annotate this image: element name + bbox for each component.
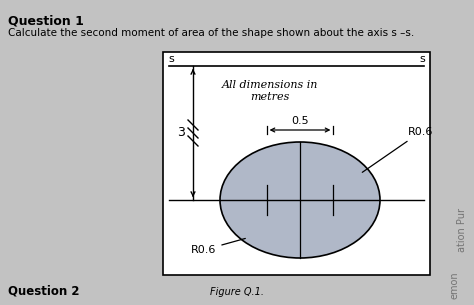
Text: Calculate the second moment of area of the shape shown about the axis s –s.: Calculate the second moment of area of t… — [8, 28, 414, 38]
Ellipse shape — [220, 142, 380, 258]
Text: R0.6: R0.6 — [191, 239, 246, 255]
Text: ation Pur: ation Pur — [457, 208, 467, 252]
Text: s: s — [168, 54, 174, 64]
Text: s: s — [419, 54, 425, 64]
Text: R0.6: R0.6 — [362, 127, 433, 172]
Bar — [163, 52, 430, 275]
Text: All dimensions in
metres: All dimensions in metres — [222, 80, 318, 102]
Text: Question 2: Question 2 — [8, 285, 80, 298]
Text: emon: emon — [450, 271, 460, 299]
Text: 3: 3 — [177, 127, 185, 139]
Text: Figure Q.1.: Figure Q.1. — [210, 287, 264, 297]
Text: Question 1: Question 1 — [8, 14, 84, 27]
Text: 0.5: 0.5 — [291, 116, 309, 126]
